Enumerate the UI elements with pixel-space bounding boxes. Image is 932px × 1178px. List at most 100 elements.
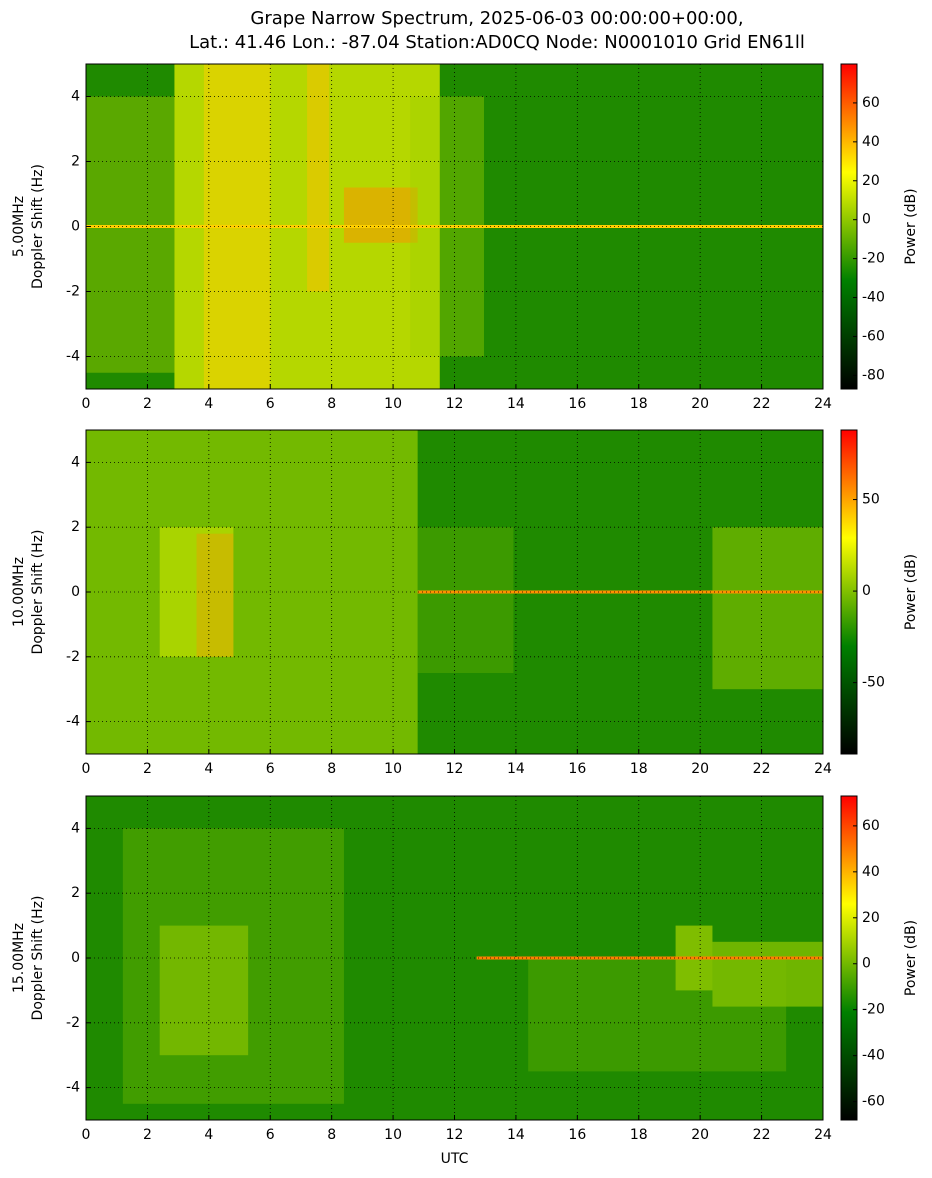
y-tick-label: -4 <box>66 1080 80 1096</box>
x-tick-label: 12 <box>446 1127 464 1143</box>
x-tick-label: 18 <box>630 1127 648 1143</box>
spectrogram-texture <box>86 430 418 754</box>
y-tick-label: -2 <box>66 284 80 300</box>
x-tick-label: 10 <box>384 761 402 777</box>
x-tick-label: 24 <box>814 396 832 412</box>
spectrogram-texture <box>122 828 344 1104</box>
y-axis-label: Doppler Shift (Hz) <box>30 164 46 289</box>
colorbar-label: Power (dB) <box>903 188 919 264</box>
colorbar-tick-label: 40 <box>862 864 880 880</box>
colorbar-tick-label: 20 <box>862 173 880 189</box>
x-tick-label: 22 <box>753 1127 771 1143</box>
spectrogram-texture <box>343 187 418 243</box>
x-tick-label: 8 <box>327 1127 336 1143</box>
chart-title: Lat.: 41.46 Lon.: -87.04 Station:AD0CQ N… <box>189 32 805 53</box>
y-tick-label: -2 <box>66 1015 80 1031</box>
x-axis-label: UTC <box>441 1151 469 1167</box>
plot-frame <box>85 795 824 1121</box>
x-tick-label: 0 <box>82 1127 91 1143</box>
y-tick-label: 4 <box>71 454 80 470</box>
colorbar-tick-label: -40 <box>862 1048 885 1064</box>
colorbar-tick-label: 20 <box>862 910 880 926</box>
colorbar <box>840 63 858 390</box>
x-tick-label: 14 <box>507 396 525 412</box>
spectrogram-texture <box>159 527 234 657</box>
x-tick-label: 0 <box>82 396 91 412</box>
x-tick-label: 6 <box>266 396 275 412</box>
y-axis-label: 10.00MHz <box>11 557 27 627</box>
x-tick-label: 2 <box>143 761 152 777</box>
y-axis-label: Doppler Shift (Hz) <box>30 530 46 655</box>
carrier-line <box>476 956 823 960</box>
x-tick-label: 24 <box>814 761 832 777</box>
colorbar-tick-label: -60 <box>862 1094 885 1110</box>
x-tick-label: 10 <box>384 396 402 412</box>
x-tick-label: 24 <box>814 1127 832 1143</box>
y-tick-label: -4 <box>66 349 80 365</box>
spectrogram-texture <box>417 527 514 673</box>
x-tick-label: 16 <box>568 396 586 412</box>
x-tick-label: 4 <box>204 1127 213 1143</box>
colorbar-tick-label: 60 <box>862 818 880 834</box>
colorbar-tick-label: 0 <box>862 212 871 228</box>
x-tick-label: 20 <box>691 761 709 777</box>
x-tick-label: 10 <box>384 1127 402 1143</box>
x-tick-label: 12 <box>446 396 464 412</box>
x-tick-label: 0 <box>82 761 91 777</box>
x-tick-label: 6 <box>266 761 275 777</box>
y-tick-label: 2 <box>71 885 80 901</box>
y-tick-label: 0 <box>71 219 80 235</box>
y-tick-label: 0 <box>71 950 80 966</box>
y-axis-label: 15.00MHz <box>11 923 27 993</box>
carrier-line <box>417 590 823 594</box>
x-tick-label: 20 <box>691 396 709 412</box>
chart-title: Grape Narrow Spectrum, 2025-06-03 00:00:… <box>250 8 743 29</box>
y-tick-label: 4 <box>71 820 80 836</box>
y-tick-label: -4 <box>66 714 80 730</box>
x-tick-label: 20 <box>691 1127 709 1143</box>
spectrogram-texture <box>159 925 249 1056</box>
spectrogram-texture <box>712 941 823 1007</box>
x-tick-label: 8 <box>327 396 336 412</box>
x-tick-label: 18 <box>630 396 648 412</box>
x-tick-label: 14 <box>507 761 525 777</box>
y-tick-label: 2 <box>71 519 80 535</box>
spectrogram-texture <box>528 958 787 1072</box>
plot-frame <box>85 63 824 390</box>
y-tick-label: 2 <box>71 154 80 170</box>
colorbar <box>840 795 858 1121</box>
x-tick-label: 4 <box>204 396 213 412</box>
colorbar-tick-label: -40 <box>862 290 885 306</box>
spectrogram-texture <box>307 64 330 292</box>
spectrogram-texture <box>712 527 823 690</box>
colorbar-tick-label: 60 <box>862 95 880 111</box>
y-tick-label: 0 <box>71 584 80 600</box>
colorbar-tick-label: -60 <box>862 328 885 344</box>
colorbar-tick-label: 50 <box>862 492 880 508</box>
y-tick-label: -2 <box>66 649 80 665</box>
x-tick-label: 2 <box>143 1127 152 1143</box>
colorbar-label: Power (dB) <box>903 554 919 630</box>
colorbar-tick-label: -80 <box>862 367 885 383</box>
colorbar-tick-label: 0 <box>862 583 871 599</box>
x-tick-label: 2 <box>143 396 152 412</box>
colorbar-label: Power (dB) <box>903 920 919 996</box>
y-axis-label: Doppler Shift (Hz) <box>30 896 46 1021</box>
colorbar-tick-label: 0 <box>862 956 871 972</box>
colorbar <box>840 429 858 755</box>
y-tick-label: 4 <box>71 89 80 105</box>
spectrogram-texture <box>196 533 234 657</box>
x-tick-label: 8 <box>327 761 336 777</box>
x-tick-label: 6 <box>266 1127 275 1143</box>
x-tick-label: 12 <box>446 761 464 777</box>
colorbar-tick-label: -20 <box>862 251 885 267</box>
colorbar-tick-label: 40 <box>862 134 880 150</box>
x-tick-label: 22 <box>753 761 771 777</box>
x-tick-label: 16 <box>568 1127 586 1143</box>
x-tick-label: 18 <box>630 761 648 777</box>
colorbar-tick-label: -50 <box>862 675 885 691</box>
colorbar-tick-label: -20 <box>862 1002 885 1018</box>
